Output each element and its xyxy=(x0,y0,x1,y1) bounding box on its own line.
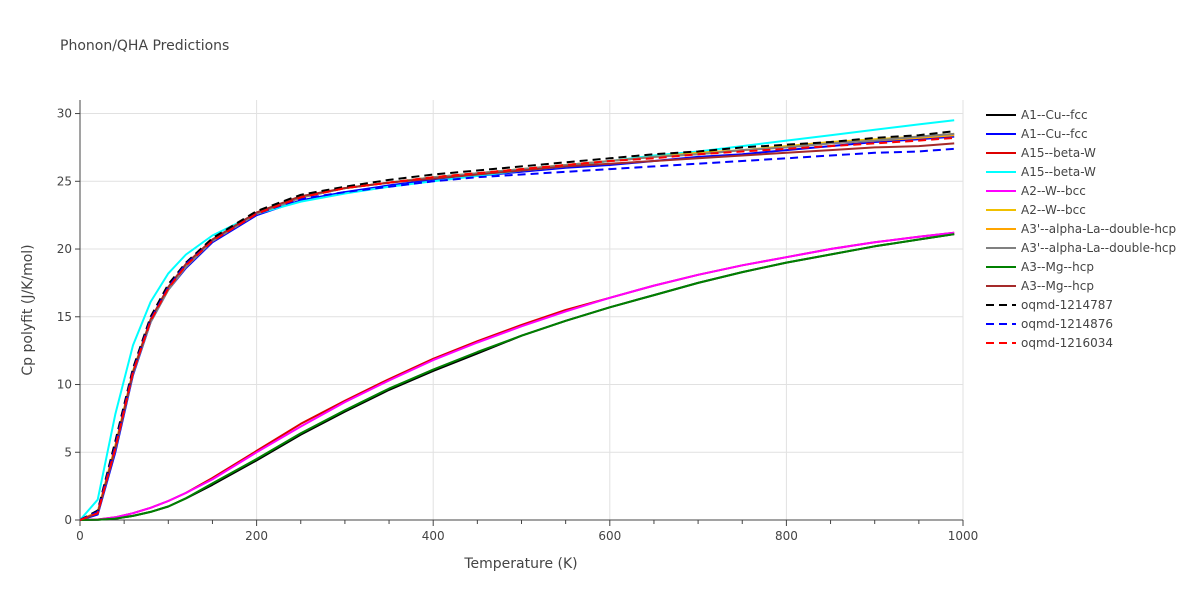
legend-item: oqmd-1216034 xyxy=(986,336,1113,350)
x-axis-label: Temperature (K) xyxy=(463,556,577,572)
y-tick-label: 20 xyxy=(57,242,72,256)
legend-label: A15--beta-W xyxy=(1021,165,1096,179)
legend-item: A15--beta-W xyxy=(986,146,1096,160)
legend-label: A3--Mg--hcp xyxy=(1021,260,1094,274)
legend-item: A3'--alpha-La--double-hcp xyxy=(986,222,1176,236)
legend-item: A2--W--bcc xyxy=(986,203,1086,217)
series-line xyxy=(79,130,955,521)
legend-item: A1--Cu--fcc xyxy=(986,127,1088,141)
y-tick-label: 5 xyxy=(64,445,72,459)
legend-label: A1--Cu--fcc xyxy=(1021,127,1088,141)
legend-label: oqmd-1214876 xyxy=(1021,317,1113,331)
legend-item: A2--W--bcc xyxy=(986,184,1086,198)
legend: A1--Cu--fcc A1--Cu--fcc A15--beta-W A15--be… xyxy=(986,108,1176,350)
legend-label: A3'--alpha-La--double-hcp xyxy=(1021,241,1176,255)
legend-label: A1--Cu--fcc xyxy=(1021,108,1088,122)
series-line xyxy=(79,233,955,521)
x-tick-label: 1000 xyxy=(948,529,979,543)
legend-item: oqmd-1214876 xyxy=(986,317,1113,331)
x-tick-label: 800 xyxy=(775,529,798,543)
legend-label: oqmd-1216034 xyxy=(1021,336,1113,350)
series-line xyxy=(79,233,955,521)
legend-item: A1--Cu--fcc xyxy=(986,108,1088,122)
legend-label: A2--W--bcc xyxy=(1021,203,1086,217)
grid-lines xyxy=(80,100,964,520)
y-tick-label: 25 xyxy=(57,174,72,188)
legend-label: A2--W--bcc xyxy=(1021,184,1086,198)
series-line xyxy=(79,147,955,521)
x-tick-label: 600 xyxy=(598,529,621,543)
legend-label: A3'--alpha-La--double-hcp xyxy=(1021,222,1176,236)
series-line xyxy=(79,136,955,521)
legend-item: oqmd-1214787 xyxy=(986,298,1113,312)
legend-label: A3--Mg--hcp xyxy=(1021,279,1094,293)
legend-item: A3'--alpha-La--double-hcp xyxy=(986,241,1176,255)
series-line xyxy=(79,231,955,521)
legend-item: A3--Mg--hcp xyxy=(986,279,1094,293)
axes: 0 200 400 600 800 1000 0 5 10 15 20 25 30 xyxy=(57,100,979,543)
x-tick-label: 0 xyxy=(76,529,84,543)
series-lines xyxy=(79,119,955,521)
y-tick-label: 15 xyxy=(57,310,72,324)
y-tick-label: 10 xyxy=(57,378,72,392)
legend-label: A15--beta-W xyxy=(1021,146,1096,160)
y-axis-label: Cp polyfit (J/K/mol) xyxy=(20,244,36,375)
series-line xyxy=(79,231,955,521)
x-tick-label: 200 xyxy=(245,529,268,543)
y-tick-label: 30 xyxy=(57,107,72,121)
series-line xyxy=(79,142,955,521)
legend-item: A3--Mg--hcp xyxy=(986,260,1094,274)
y-tick-label: 0 xyxy=(64,513,72,527)
chart-title: Phonon/QHA Predictions xyxy=(60,38,229,54)
legend-label: oqmd-1214787 xyxy=(1021,298,1113,312)
series-line xyxy=(79,119,955,521)
x-tick-label: 400 xyxy=(422,529,445,543)
legend-item: A15--beta-W xyxy=(986,165,1096,179)
